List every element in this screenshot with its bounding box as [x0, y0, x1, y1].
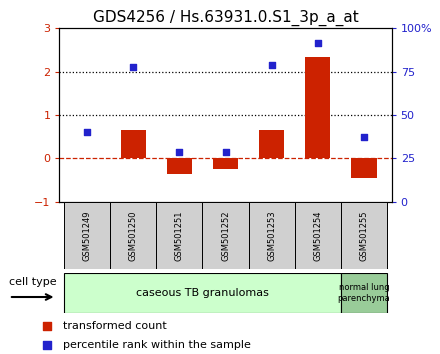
Point [44, 323, 51, 329]
Bar [74, 158, 100, 159]
Text: transformed count: transformed count [63, 321, 167, 331]
Text: GSM501250: GSM501250 [129, 210, 138, 261]
Point [268, 62, 275, 68]
Point [130, 64, 137, 70]
Point [222, 149, 229, 155]
Text: cell type: cell type [9, 276, 56, 286]
Point [360, 134, 367, 139]
Text: caseous TB granulomas: caseous TB granulomas [136, 288, 269, 298]
Text: GSM501253: GSM501253 [267, 210, 276, 261]
Text: GSM501251: GSM501251 [175, 210, 184, 261]
Bar [167, 159, 192, 173]
Text: GSM501249: GSM501249 [83, 210, 92, 261]
Point [176, 149, 183, 155]
FancyBboxPatch shape [64, 273, 341, 313]
FancyBboxPatch shape [341, 202, 387, 269]
Text: GSM501254: GSM501254 [313, 210, 322, 261]
Point [314, 41, 321, 46]
Bar [305, 57, 330, 159]
Bar [213, 159, 238, 169]
Bar [121, 130, 146, 159]
FancyBboxPatch shape [64, 202, 110, 269]
Text: GSM501252: GSM501252 [221, 210, 230, 261]
Bar [259, 130, 284, 159]
FancyBboxPatch shape [110, 202, 156, 269]
FancyBboxPatch shape [295, 202, 341, 269]
FancyBboxPatch shape [341, 273, 387, 313]
Text: percentile rank within the sample: percentile rank within the sample [63, 341, 251, 350]
Title: GDS4256 / Hs.63931.0.S1_3p_a_at: GDS4256 / Hs.63931.0.S1_3p_a_at [93, 9, 358, 25]
FancyBboxPatch shape [249, 202, 295, 269]
Text: GSM501255: GSM501255 [359, 210, 368, 261]
Text: normal lung
parenchyma: normal lung parenchyma [337, 283, 390, 303]
FancyBboxPatch shape [202, 202, 249, 269]
Point [44, 343, 51, 348]
FancyBboxPatch shape [156, 202, 202, 269]
Point [84, 130, 91, 135]
Bar [351, 159, 377, 178]
